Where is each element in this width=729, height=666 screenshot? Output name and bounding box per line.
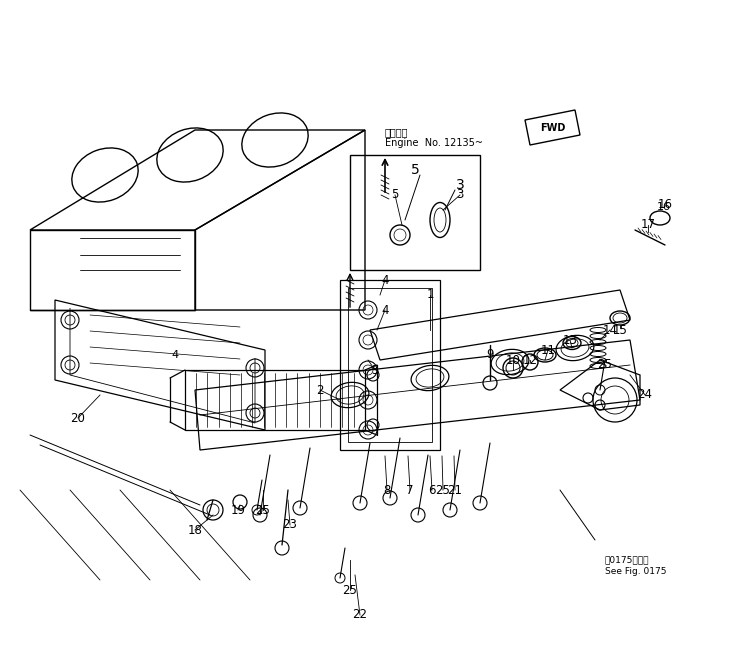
Text: 12: 12 bbox=[523, 354, 537, 366]
Text: 9: 9 bbox=[486, 348, 494, 362]
Text: 5: 5 bbox=[410, 163, 419, 177]
Text: 14: 14 bbox=[602, 324, 617, 336]
Text: See Fig. 0175: See Fig. 0175 bbox=[605, 567, 666, 577]
Text: 困0175図参照: 困0175図参照 bbox=[605, 555, 650, 565]
Text: 4: 4 bbox=[171, 350, 179, 360]
Text: 22: 22 bbox=[353, 609, 367, 621]
Text: 16: 16 bbox=[657, 202, 671, 212]
Text: 10: 10 bbox=[506, 354, 521, 366]
Text: 23: 23 bbox=[283, 519, 297, 531]
Text: 6: 6 bbox=[428, 484, 436, 496]
Text: 21: 21 bbox=[448, 484, 462, 496]
Text: FWD: FWD bbox=[540, 123, 566, 133]
Text: 16: 16 bbox=[658, 198, 672, 212]
Text: 11: 11 bbox=[540, 344, 555, 356]
Text: 25: 25 bbox=[598, 358, 612, 372]
Text: 25: 25 bbox=[256, 503, 270, 517]
Text: 18: 18 bbox=[187, 523, 203, 537]
Bar bbox=[340, 280, 440, 450]
Text: 13: 13 bbox=[563, 334, 577, 346]
Text: 7: 7 bbox=[406, 484, 414, 496]
Bar bbox=[350, 155, 480, 270]
Text: 24: 24 bbox=[637, 388, 652, 402]
Text: 3: 3 bbox=[456, 178, 464, 192]
Text: 5: 5 bbox=[391, 188, 399, 202]
Text: 19: 19 bbox=[230, 503, 246, 517]
Text: 20: 20 bbox=[71, 412, 85, 424]
Text: 3: 3 bbox=[456, 188, 464, 202]
Bar bbox=[348, 288, 432, 442]
Text: 17: 17 bbox=[641, 218, 655, 232]
Text: 8: 8 bbox=[383, 484, 391, 496]
Text: 25: 25 bbox=[343, 583, 357, 597]
Text: 2: 2 bbox=[316, 384, 324, 396]
Text: 1: 1 bbox=[426, 288, 434, 302]
Text: 4: 4 bbox=[381, 304, 389, 316]
Text: Engine  No. 12135~: Engine No. 12135~ bbox=[385, 138, 483, 148]
Text: 15: 15 bbox=[612, 324, 628, 336]
Text: 25: 25 bbox=[435, 484, 451, 496]
Text: 適用号機: 適用号機 bbox=[385, 127, 408, 137]
Text: 4: 4 bbox=[381, 274, 389, 286]
Text: 5: 5 bbox=[371, 364, 378, 376]
